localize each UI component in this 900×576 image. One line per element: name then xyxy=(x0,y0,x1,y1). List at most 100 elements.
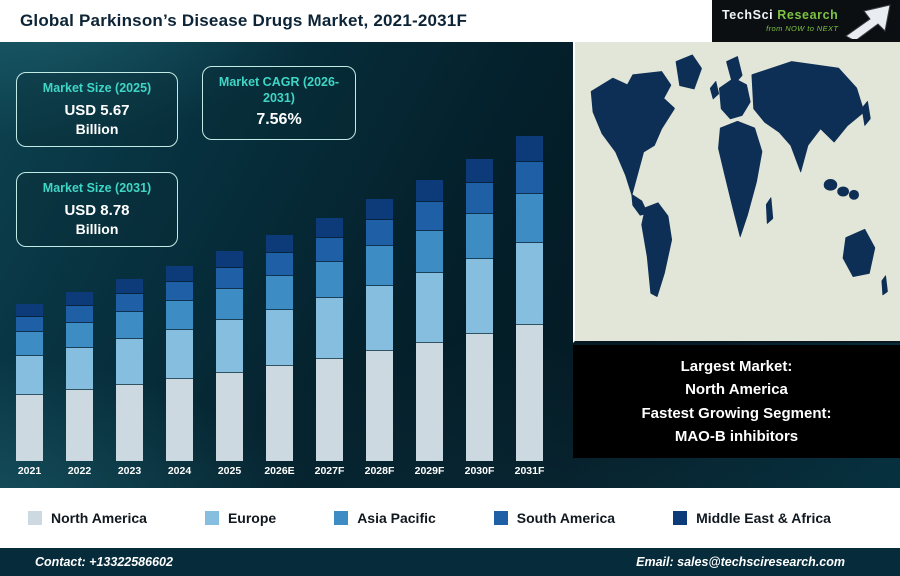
logo-brand-primary: TechSci xyxy=(722,8,774,22)
bar-segment-south-america xyxy=(16,316,43,333)
bar-segment-north-america xyxy=(266,366,293,461)
bar-segment-north-america xyxy=(366,351,393,461)
bar-column: 2030F xyxy=(464,159,495,478)
bar-category-label: 2029F xyxy=(414,465,445,477)
market-note-box: Largest Market: North America Fastest Gr… xyxy=(573,345,900,458)
bar-segment-europe xyxy=(116,339,143,385)
world-map xyxy=(573,42,900,343)
legend-swatch-icon xyxy=(493,511,508,525)
bar-segment-asia-pacific xyxy=(516,194,543,244)
bar-segment-south-america xyxy=(66,305,93,323)
techsci-logo: TechSci Research from NOW to NEXT xyxy=(712,0,900,42)
bar-segment-middle-east-africa xyxy=(116,279,143,294)
bar-segment-asia-pacific xyxy=(66,322,93,348)
chart-legend: North America Europe Asia Pacific South Ame… xyxy=(0,488,900,548)
bar-segment-north-america xyxy=(16,395,43,461)
bar-column: 2029F xyxy=(414,179,445,478)
market-size-2031-value: USD 8.78 xyxy=(64,201,130,219)
bar-segment-middle-east-africa xyxy=(516,135,543,162)
legend-label: South America xyxy=(516,510,616,526)
bar-category-label: 2025 xyxy=(217,465,242,477)
bar-stack xyxy=(316,218,343,461)
bar-segment-asia-pacific xyxy=(266,275,293,310)
footer-email: Email: sales@techsciresearch.com xyxy=(636,555,845,569)
bar-segment-europe xyxy=(316,298,343,359)
legend-swatch-icon xyxy=(334,511,349,525)
bar-segment-middle-east-africa xyxy=(466,159,493,184)
world-map-svg xyxy=(575,42,900,341)
legend-swatch-icon xyxy=(673,511,688,525)
legend-item-asia-pacific: Asia Pacific xyxy=(334,510,436,526)
market-size-2025-unit: Billion xyxy=(75,121,119,138)
bar-segment-asia-pacific xyxy=(166,301,193,331)
footer-contact: Contact: +13322586602 xyxy=(35,555,173,569)
note-line-north-america: North America xyxy=(685,381,788,399)
bar-category-label: 2027F xyxy=(314,465,345,477)
arrow-icon xyxy=(845,4,891,39)
logo-tagline: from NOW to NEXT xyxy=(766,23,839,33)
bar-segment-middle-east-africa xyxy=(66,292,93,306)
bar-column: 2025 xyxy=(216,251,243,478)
bar-column: 2023 xyxy=(116,279,143,478)
bar-column: 2021 xyxy=(16,304,43,478)
bar-category-label: 2022 xyxy=(67,465,92,477)
bar-segment-asia-pacific xyxy=(466,213,493,259)
legend-swatch-icon xyxy=(204,511,219,525)
bar-column: 2031F xyxy=(514,135,545,478)
legend-label: North America xyxy=(51,510,147,526)
note-line-largest-market: Largest Market: xyxy=(680,358,793,375)
footer-bar: Contact: +13322586602 Email: sales@techs… xyxy=(0,548,900,576)
bar-segment-middle-east-africa xyxy=(416,179,443,203)
bar-stack xyxy=(116,279,143,461)
logo-brand-secondary: Research xyxy=(773,8,839,22)
bar-category-label: 2028F xyxy=(364,465,395,477)
bar-segment-europe xyxy=(366,285,393,352)
bar-segment-europe xyxy=(216,320,243,373)
bar-category-label: 2024 xyxy=(167,465,192,477)
bar-stack xyxy=(416,179,443,461)
bar-segment-europe xyxy=(266,309,293,367)
bar-segment-south-america xyxy=(316,237,343,262)
bar-segment-middle-east-africa xyxy=(366,199,393,221)
bar-segment-north-america xyxy=(416,343,443,461)
bar-segment-north-america xyxy=(66,390,93,461)
bar-column: 2026E xyxy=(264,235,295,478)
legend-label: Europe xyxy=(227,510,277,526)
bar-column: 2022 xyxy=(66,292,93,478)
bar-category-label: 2023 xyxy=(117,465,142,477)
bar-segment-europe xyxy=(166,330,193,380)
bar-segment-north-america xyxy=(166,379,193,461)
bar-segment-europe xyxy=(66,347,93,390)
bar-segment-europe xyxy=(466,258,493,335)
bar-segment-south-america xyxy=(466,183,493,214)
bar-segment-south-america xyxy=(366,220,393,247)
bar-segment-south-america xyxy=(266,253,293,276)
market-size-2031-box: Market Size (2031) USD 8.78 Billion xyxy=(16,172,178,248)
market-size-2031-label: Market Size (2031) xyxy=(42,181,152,195)
bar-segment-north-america xyxy=(116,384,143,461)
bar-category-label: 2031F xyxy=(514,465,545,477)
legend-item-south-america: South America xyxy=(493,510,616,526)
market-size-2025-value: USD 5.67 xyxy=(64,101,130,119)
note-line-fastest-segment: Fastest Growing Segment: xyxy=(641,404,832,422)
market-size-2031-unit: Billion xyxy=(75,221,119,238)
legend-item-north-america: North America xyxy=(28,510,147,526)
bar-segment-asia-pacific xyxy=(16,332,43,356)
bar-segment-asia-pacific xyxy=(216,289,243,321)
bar-stack xyxy=(166,266,193,461)
bar-segment-north-america xyxy=(466,334,493,461)
legend-item-europe: Europe xyxy=(204,510,277,526)
bar-stack xyxy=(466,159,493,461)
bar-segment-europe xyxy=(416,272,443,343)
bar-segment-middle-east-africa xyxy=(166,266,193,282)
bar-category-label: 2030F xyxy=(464,465,495,477)
bar-stack xyxy=(266,235,293,461)
bar-category-label: 2021 xyxy=(17,465,42,477)
bar-stack xyxy=(366,199,393,461)
logo-brand: TechSci Research xyxy=(722,8,839,23)
bar-column: 2027F xyxy=(314,218,345,478)
logo-text: TechSci Research from NOW to NEXT xyxy=(722,8,839,33)
bar-stack xyxy=(66,292,93,461)
bar-category-label: 2026E xyxy=(264,465,295,477)
bar-segment-asia-pacific xyxy=(366,246,393,286)
